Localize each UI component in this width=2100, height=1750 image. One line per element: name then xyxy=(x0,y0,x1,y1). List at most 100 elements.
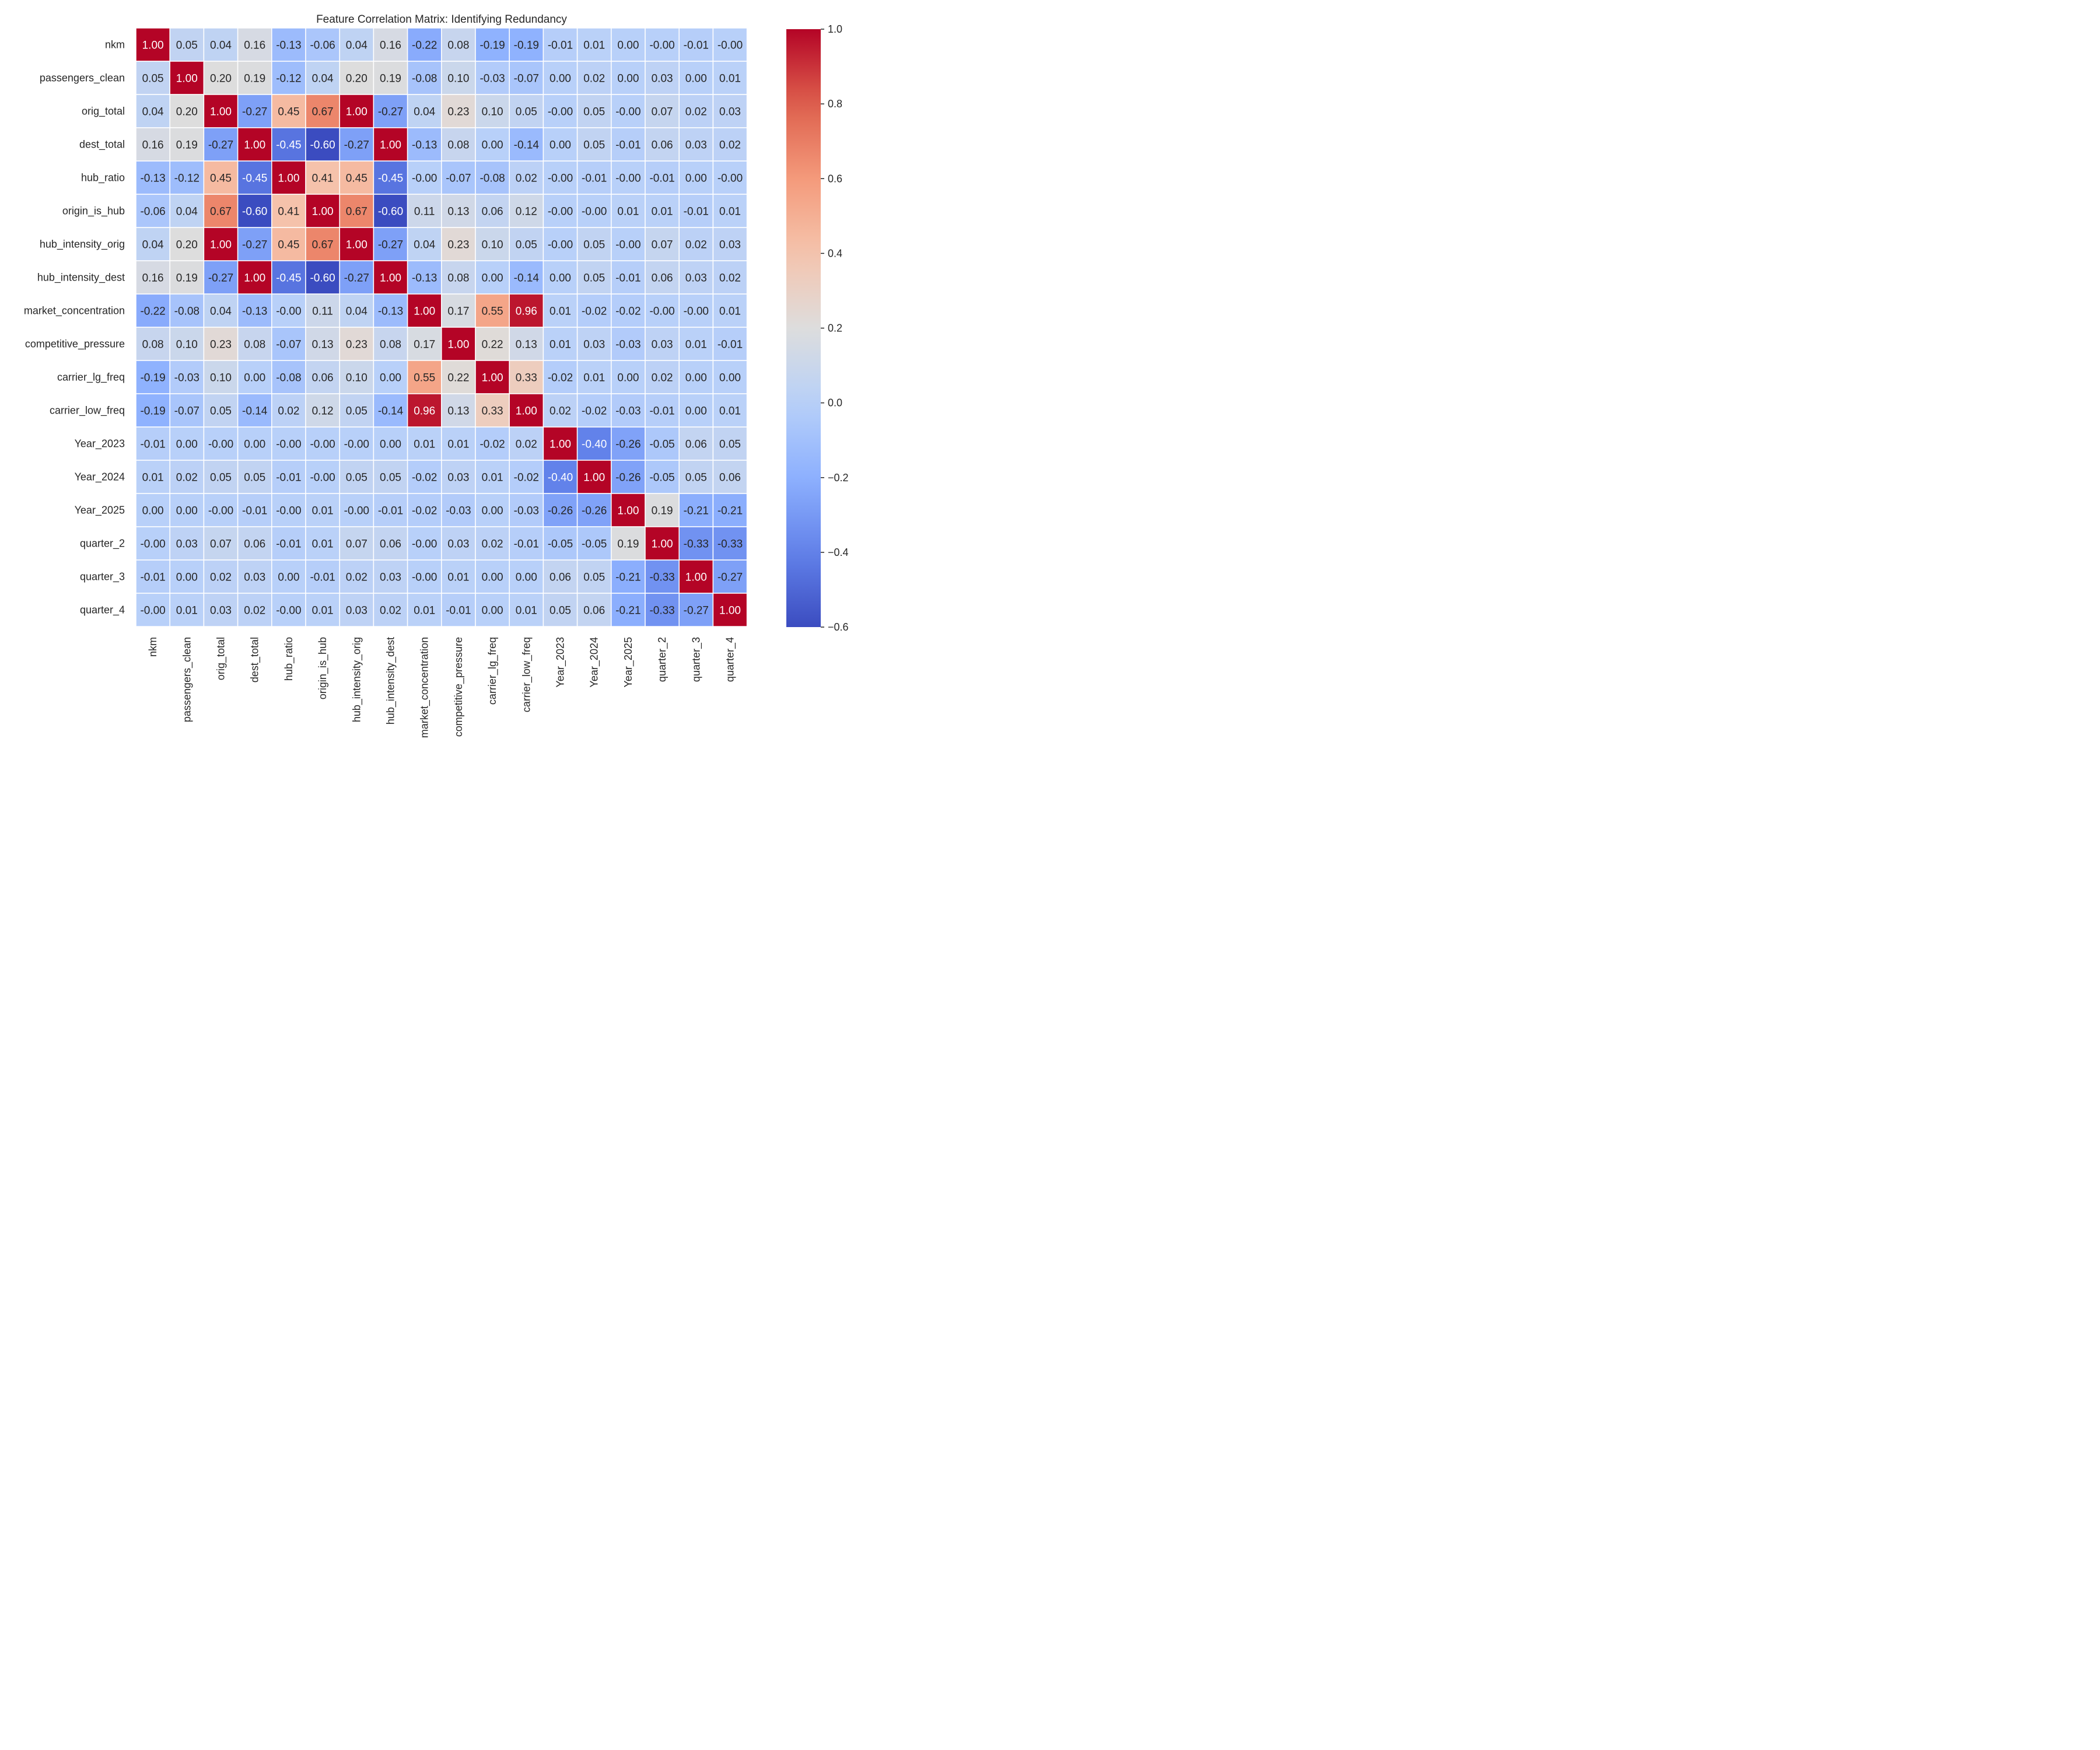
heatmap-cell xyxy=(712,393,748,428)
heatmap-cell xyxy=(542,94,578,128)
cell-value-label: 0.20 xyxy=(346,73,368,85)
heatmap-cell xyxy=(305,27,340,62)
cell-value-label: 0.04 xyxy=(414,239,435,251)
cell-value-label: 0.03 xyxy=(210,605,232,617)
cell-value-label: 0.22 xyxy=(482,339,503,351)
cell-value-label: 0.00 xyxy=(617,40,639,52)
cell-value-label: 0.13 xyxy=(447,206,469,218)
heatmap-cell xyxy=(305,426,340,461)
cell-value-label: 0.00 xyxy=(142,505,164,517)
column-labels: nkm passengers_clean orig_total dest_total h… xyxy=(147,637,736,738)
cell-value-label: -0.01 xyxy=(514,538,539,551)
heatmap-cell xyxy=(135,360,170,394)
cell-value-label: -0.00 xyxy=(718,40,743,52)
cell-value-label: -0.00 xyxy=(344,439,369,451)
cell-value-label: -0.27 xyxy=(718,572,743,584)
heatmap-cell xyxy=(475,327,510,361)
cell-value-label: 0.02 xyxy=(278,405,299,418)
cell-value-label: 0.03 xyxy=(346,605,368,617)
cell-value-label: 1.00 xyxy=(685,572,707,584)
cell-value-label: -0.26 xyxy=(615,439,640,451)
cell-value-label: 0.12 xyxy=(516,206,537,218)
heatmap-cell xyxy=(712,260,748,295)
heatmap-cell xyxy=(712,227,748,261)
cell-value-label: 1.00 xyxy=(380,272,401,285)
row-tick-label: market_concentration xyxy=(24,305,125,317)
cell-value-label: 0.03 xyxy=(685,272,707,285)
row-tick-label: Year_2023 xyxy=(75,438,125,450)
cell-value-label: -0.00 xyxy=(276,439,301,451)
cell-value-label: 0.05 xyxy=(244,472,265,484)
cell-value-label: 0.05 xyxy=(719,439,741,451)
cell-value-label: 0.05 xyxy=(380,472,401,484)
heatmap-cell xyxy=(271,160,306,195)
cell-value-label: 0.11 xyxy=(414,206,435,218)
heatmap-cell xyxy=(611,526,646,561)
heatmap-cell xyxy=(373,260,408,295)
cell-value-label: 0.01 xyxy=(447,439,469,451)
cell-value-label: -0.01 xyxy=(615,272,640,285)
heatmap-cell xyxy=(542,260,578,295)
cell-value-label: 0.05 xyxy=(516,106,537,118)
cell-value-label: 0.00 xyxy=(482,272,503,285)
cell-value-label: 0.05 xyxy=(583,139,605,152)
cell-value-label: 0.02 xyxy=(482,538,503,551)
row-tick-label: competitive_pressure xyxy=(25,338,125,351)
row-tick-label: hub_ratio xyxy=(81,172,125,184)
cell-value-label: 0.05 xyxy=(685,472,707,484)
heatmap-cell xyxy=(542,493,578,527)
cell-value-label: 0.03 xyxy=(719,239,741,251)
cell-value-label: 1.00 xyxy=(244,139,265,152)
cell-value-label: 0.00 xyxy=(176,505,198,517)
cell-value-label: 0.04 xyxy=(346,40,368,52)
cell-value-label: 0.01 xyxy=(719,405,741,418)
row-tick-label: hub_intensity_orig xyxy=(40,239,125,251)
cell-value-label: 1.00 xyxy=(346,106,368,118)
colorbar-tick-label: 0.8 xyxy=(828,98,842,110)
cell-value-label: 1.00 xyxy=(176,73,198,85)
cell-value-label: 0.01 xyxy=(482,472,503,484)
heatmap-cell xyxy=(135,94,170,128)
cell-value-label: 0.12 xyxy=(312,405,334,418)
cell-value-label: 0.02 xyxy=(244,605,265,617)
cell-value-label: -0.00 xyxy=(208,439,233,451)
cell-value-label: 0.03 xyxy=(244,572,265,584)
heatmap-cell xyxy=(475,460,510,494)
cell-value-label: -0.60 xyxy=(310,272,335,285)
cell-value-label: -0.02 xyxy=(582,306,607,318)
cell-value-label: 0.04 xyxy=(414,106,435,118)
heatmap-cell xyxy=(373,593,408,627)
heatmap-cell xyxy=(542,61,578,95)
heatmap-cell xyxy=(645,127,680,162)
cell-value-label: 0.03 xyxy=(583,339,605,351)
cell-value-label: 0.06 xyxy=(550,572,571,584)
cell-value-label: 0.04 xyxy=(210,40,232,52)
cell-value-label: 0.45 xyxy=(278,239,299,251)
heatmap-cell xyxy=(135,127,170,162)
cell-value-label: 1.00 xyxy=(380,139,401,152)
row-tick-label: quarter_3 xyxy=(80,571,125,583)
cell-value-label: 1.00 xyxy=(550,439,571,451)
heatmap-cell xyxy=(169,360,205,394)
row-tick-label: passengers_clean xyxy=(40,72,125,85)
cell-value-label: 0.04 xyxy=(142,239,164,251)
row-tick-label: carrier_low_freq xyxy=(50,405,125,417)
cell-value-label: 0.00 xyxy=(685,73,707,85)
cell-value-label: 0.03 xyxy=(652,339,673,351)
colorbar-tick-label: 1.0 xyxy=(828,23,842,35)
cell-value-label: 0.01 xyxy=(652,206,673,218)
heatmap-cell xyxy=(237,94,272,128)
heatmap-cell xyxy=(373,360,408,394)
heatmap-cell xyxy=(509,227,544,261)
row-tick-label: quarter_2 xyxy=(80,538,125,550)
cell-value-label: 0.67 xyxy=(210,206,232,218)
cell-value-label: 0.00 xyxy=(380,372,401,384)
heatmap-cell xyxy=(576,127,612,162)
cell-value-label: 0.05 xyxy=(176,40,198,52)
cell-value-label: 1.00 xyxy=(617,505,639,517)
cell-value-label: -0.00 xyxy=(615,106,640,118)
heatmap-cell xyxy=(542,127,578,162)
cell-value-label: 0.05 xyxy=(550,605,571,617)
cell-value-label: 0.00 xyxy=(278,572,299,584)
heatmap-cell xyxy=(509,27,544,62)
